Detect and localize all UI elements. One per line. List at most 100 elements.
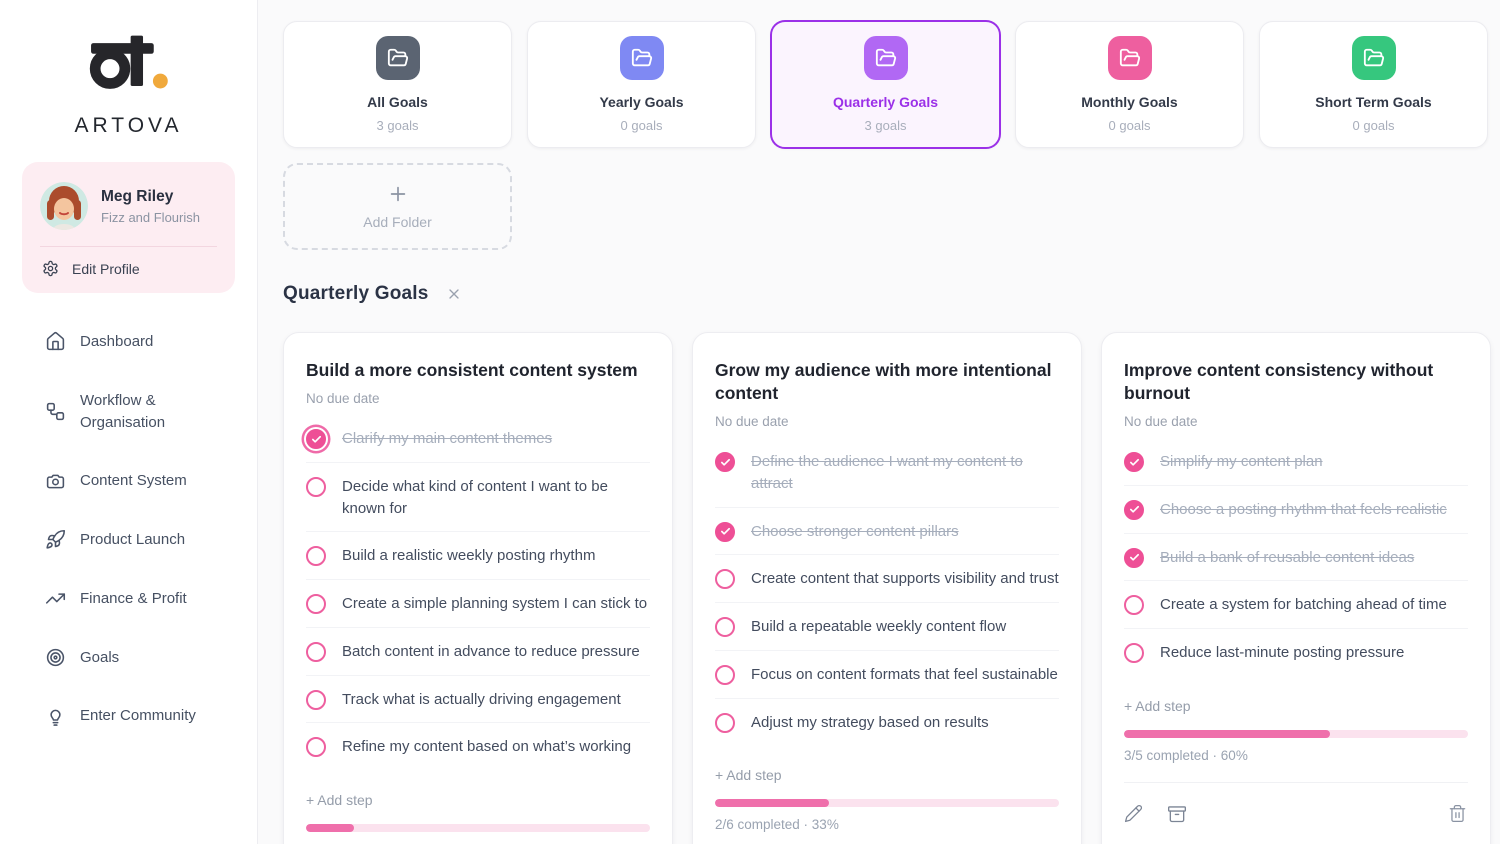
- sidebar-item-label: Workflow & Organisation: [80, 391, 166, 431]
- add-step-button[interactable]: + Add step: [715, 767, 782, 784]
- folder-card-all-goals[interactable]: All Goals 3 goals: [283, 21, 512, 148]
- sidebar-item-dashboard[interactable]: Dashboard: [45, 331, 237, 353]
- step-text: Track what is actually driving engagemen…: [342, 690, 621, 708]
- folder-open-icon: [375, 36, 420, 80]
- steps-list: Define the audience I want my content to…: [715, 438, 1059, 745]
- goal-due-date: No due date: [306, 391, 380, 407]
- step-row[interactable]: Reduce last-minute posting pressure: [1124, 629, 1468, 676]
- step-row[interactable]: Track what is actually driving engagemen…: [306, 676, 650, 724]
- step-text: Build a bank of reusable content ideas: [1160, 548, 1415, 566]
- folder-count: 0 goals: [620, 118, 663, 133]
- folder-card-yearly-goals[interactable]: Yearly Goals 0 goals: [527, 21, 756, 148]
- step-row[interactable]: Focus on content formats that feel susta…: [715, 651, 1059, 699]
- sidebar-item-content-system[interactable]: Content System: [45, 470, 237, 492]
- sidebar-item-label: Finance & Profit: [80, 589, 187, 607]
- edit-profile-label: Edit Profile: [72, 260, 140, 277]
- sidebar-item-label: Dashboard: [80, 333, 154, 350]
- add-step-button[interactable]: + Add step: [1124, 697, 1191, 714]
- folder-card-quarterly-goals[interactable]: Quarterly Goals 3 goals: [771, 21, 1000, 148]
- progress-label: 2/6 completed · 33%: [715, 817, 839, 833]
- step-checkbox[interactable]: [715, 452, 735, 473]
- add-step-button[interactable]: + Add step: [306, 792, 373, 809]
- step-row[interactable]: Create a system for batching ahead of ti…: [1124, 581, 1468, 630]
- step-checkbox[interactable]: [1124, 547, 1144, 568]
- add-folder-button[interactable]: Add Folder: [283, 163, 512, 250]
- step-row[interactable]: Batch content in advance to reduce press…: [306, 628, 650, 676]
- step-checkbox[interactable]: [306, 689, 326, 710]
- step-checkbox[interactable]: [1124, 452, 1144, 473]
- folder-card-monthly-goals[interactable]: Monthly Goals 0 goals: [1015, 21, 1244, 148]
- target-icon: [45, 647, 66, 668]
- progress-bar: [715, 799, 1059, 808]
- divider: [40, 246, 217, 247]
- archive-goal-button[interactable]: [1167, 804, 1187, 824]
- step-text: Adjust my strategy based on results: [751, 713, 989, 731]
- progress-bar: [306, 824, 650, 833]
- sidebar-item-finance-profit[interactable]: Finance & Profit: [45, 588, 237, 610]
- step-row[interactable]: Adjust my strategy based on results: [715, 699, 1059, 746]
- step-row[interactable]: Create a simple planning system I can st…: [306, 580, 650, 628]
- home-icon: [45, 331, 66, 352]
- step-checkbox[interactable]: [306, 641, 326, 662]
- step-row[interactable]: Simplify my content plan: [1124, 438, 1468, 486]
- step-checkbox[interactable]: [306, 429, 326, 450]
- progress-fill: [306, 824, 355, 833]
- step-row[interactable]: Choose stronger content pillars: [715, 508, 1059, 556]
- step-text: Focus on content formats that feel susta…: [751, 665, 1058, 683]
- step-checkbox[interactable]: [1124, 499, 1144, 520]
- sidebar-item-product-launch[interactable]: Product Launch: [45, 529, 237, 551]
- step-row[interactable]: Choose a posting rhythm that feels reali…: [1124, 486, 1468, 534]
- sidebar-item-workflow-organisation[interactable]: Workflow & Organisation: [45, 390, 237, 434]
- pencil-icon: [1124, 804, 1144, 823]
- step-row[interactable]: Build a bank of reusable content ideas: [1124, 534, 1468, 582]
- sidebar-item-label: Enter Community: [80, 707, 196, 725]
- plus-icon: [387, 183, 409, 205]
- close-icon[interactable]: [446, 286, 462, 302]
- goal-due-date: No due date: [715, 414, 789, 430]
- goal-card-improve-content-consistency-without-burnout: Improve content consistency without burn…: [1101, 332, 1491, 844]
- goal-card-footer: [1124, 804, 1468, 824]
- step-checkbox[interactable]: [306, 594, 326, 615]
- step-checkbox[interactable]: [1124, 595, 1144, 616]
- step-text: Define the audience I want my content to…: [751, 453, 1023, 492]
- folder-count: 0 goals: [1352, 118, 1395, 133]
- sidebar-nav: Dashboard Workflow & Organisation Conten…: [0, 331, 257, 727]
- sidebar-item-enter-community[interactable]: Enter Community: [45, 705, 237, 727]
- divider: [1124, 781, 1468, 783]
- step-row[interactable]: Create content that supports visibility …: [715, 555, 1059, 604]
- folder-name: Yearly Goals: [599, 94, 684, 110]
- goal-title: Build a more consistent content system: [306, 360, 638, 380]
- avatar: [40, 182, 88, 230]
- lightbulb-icon: [45, 706, 66, 727]
- step-row[interactable]: Define the audience I want my content to…: [715, 438, 1059, 508]
- step-checkbox[interactable]: [715, 521, 735, 542]
- folder-name: Quarterly Goals: [832, 94, 939, 110]
- folder-count: 3 goals: [376, 118, 419, 133]
- step-checkbox[interactable]: [715, 712, 735, 733]
- step-checkbox[interactable]: [715, 617, 735, 638]
- step-checkbox[interactable]: [715, 569, 735, 590]
- step-row[interactable]: Decide what kind of content I want to be…: [306, 463, 650, 533]
- folder-open-icon: [619, 36, 664, 80]
- step-row[interactable]: Build a repeatable weekly content flow: [715, 603, 1059, 651]
- step-checkbox[interactable]: [306, 476, 326, 497]
- sidebar-item-goals[interactable]: Goals: [45, 647, 237, 669]
- step-row[interactable]: Clarify my main content themes: [306, 415, 650, 463]
- progress-bar: [1124, 729, 1468, 738]
- step-checkbox[interactable]: [306, 546, 326, 567]
- delete-goal-button[interactable]: [1448, 804, 1468, 824]
- step-row[interactable]: Refine my content based on what’s workin…: [306, 723, 650, 770]
- step-row[interactable]: Build a realistic weekly posting rhythm: [306, 532, 650, 581]
- workflow-icon: [45, 401, 66, 422]
- progress-fill: [1124, 729, 1331, 738]
- step-checkbox[interactable]: [1124, 643, 1144, 664]
- step-text: Create a simple planning system I can st…: [342, 595, 648, 613]
- folder-count: 3 goals: [864, 118, 907, 133]
- folder-open-icon: [1107, 36, 1152, 80]
- folder-card-short-term-goals[interactable]: Short Term Goals 0 goals: [1259, 21, 1488, 148]
- archive-icon: [1167, 804, 1187, 824]
- edit-goal-button[interactable]: [1124, 804, 1144, 824]
- step-checkbox[interactable]: [715, 664, 735, 685]
- step-checkbox[interactable]: [306, 737, 326, 758]
- edit-profile-button[interactable]: Edit Profile: [40, 260, 217, 277]
